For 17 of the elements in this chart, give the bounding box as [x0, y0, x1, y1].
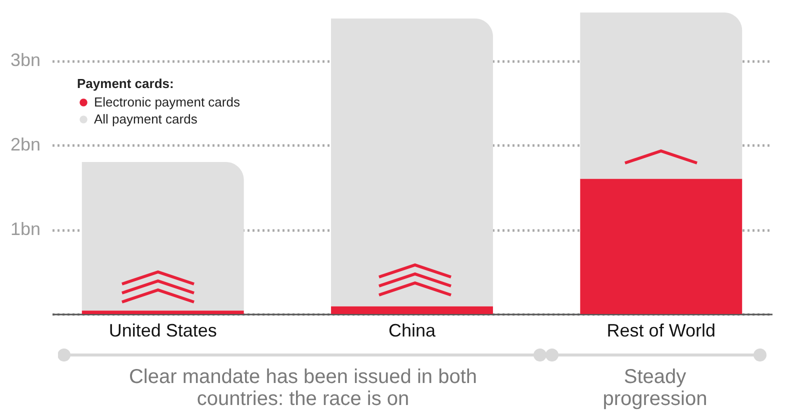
text: Clear mandate has been issued in both countries: the race is on [128, 366, 478, 410]
y-tick-label: 3bn [10, 50, 40, 70]
bar [82, 310, 244, 314]
x-tick-label: United States [108, 320, 217, 340]
x-tick-label: China [388, 320, 437, 340]
bar [580, 12, 742, 179]
bar [331, 306, 493, 314]
bar [82, 162, 244, 311]
bar [580, 178, 742, 314]
legend-label: Electronic payment cards [94, 94, 240, 110]
y-tick-label: 2bn [10, 134, 40, 155]
y-tick-label: 1bn [10, 219, 40, 240]
bar [331, 18, 493, 306]
legend-title: Payment cards: [77, 76, 174, 91]
x-tick-label: Rest of World [606, 320, 716, 340]
text: Steady progression [602, 366, 708, 410]
legend-label: All payment cards [94, 112, 198, 126]
